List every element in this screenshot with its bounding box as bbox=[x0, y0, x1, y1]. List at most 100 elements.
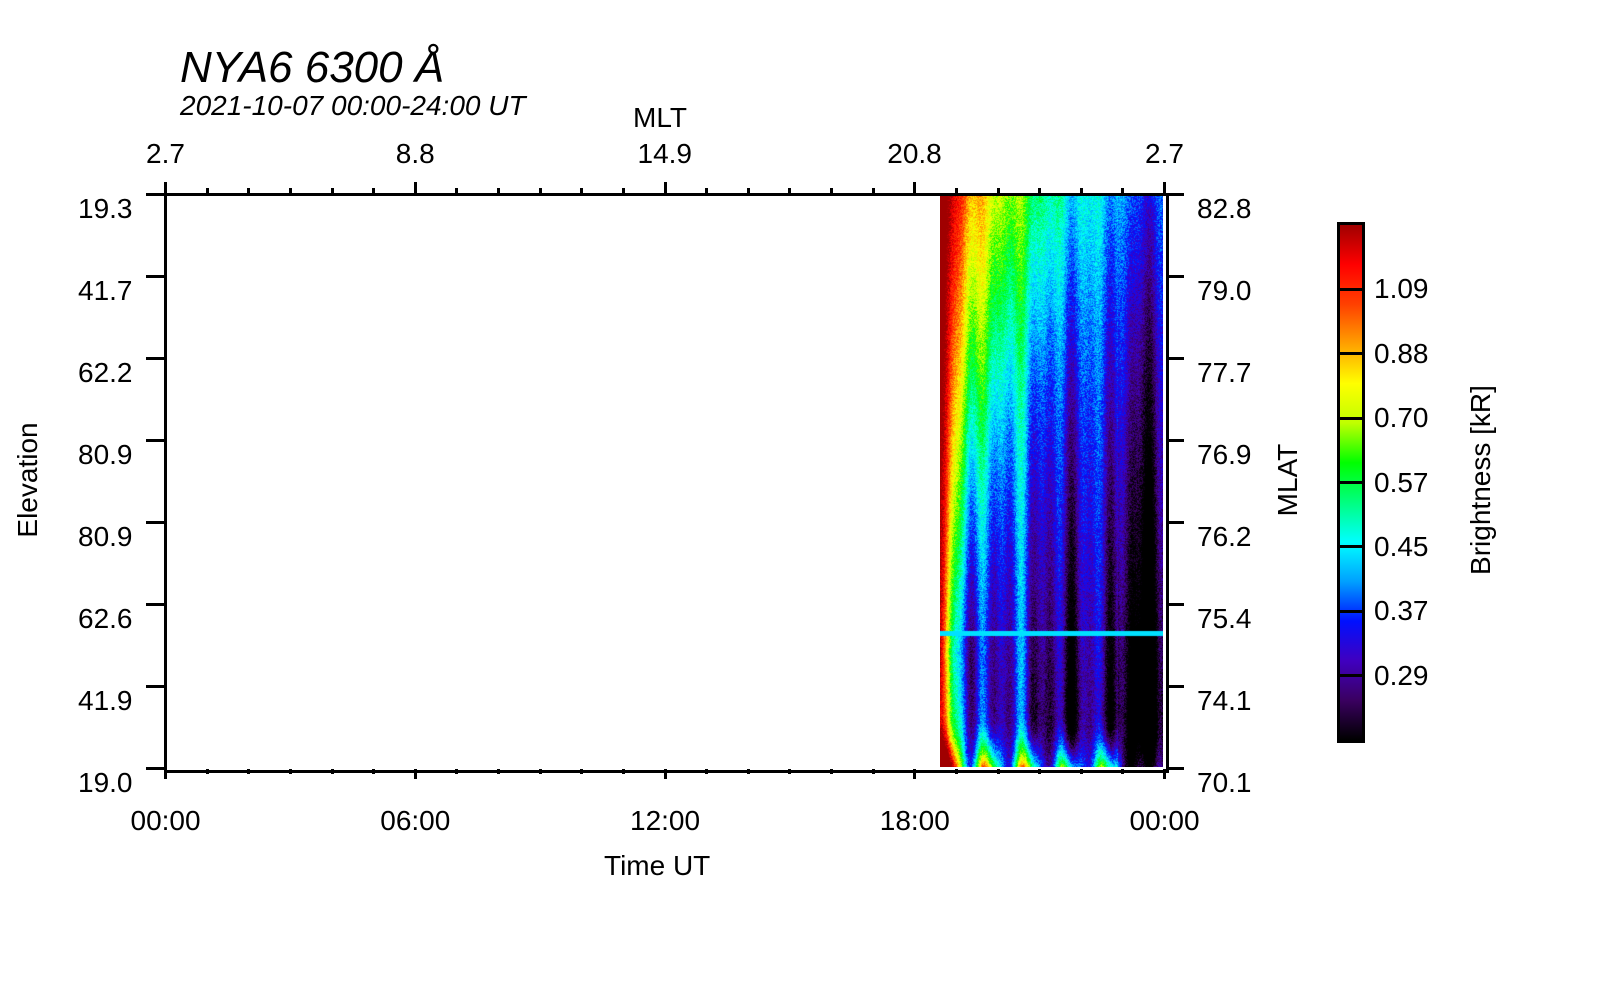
colorbar-tick bbox=[1340, 352, 1362, 356]
right-axis-tick bbox=[1166, 521, 1184, 524]
y-tick-label-left: 41.9 bbox=[78, 684, 133, 716]
colorbar-tick bbox=[1340, 416, 1362, 420]
y-tick-label-left: 80.9 bbox=[78, 438, 133, 470]
top-axis-tick bbox=[954, 188, 958, 194]
top-axis-tick bbox=[330, 188, 334, 194]
colorbar-tick-label: 0.29 bbox=[1374, 659, 1429, 691]
bottom-axis-tick bbox=[705, 769, 709, 774]
y-tick-label-right: 76.9 bbox=[1197, 438, 1252, 470]
bottom-axis-tick bbox=[538, 769, 542, 774]
right-axis-tick bbox=[1166, 603, 1184, 606]
top-tick-label: 20.8 bbox=[887, 138, 942, 169]
bottom-axis-tick bbox=[954, 769, 958, 774]
top-axis-tick bbox=[1163, 182, 1166, 194]
y-tick-label-left: 19.0 bbox=[78, 766, 133, 798]
bottom-axis-tick bbox=[413, 769, 417, 779]
colorbar-tick bbox=[1340, 287, 1362, 291]
bottom-axis-tick bbox=[913, 769, 917, 779]
top-axis-tick bbox=[788, 188, 792, 194]
bottom-axis-tick bbox=[996, 769, 1000, 774]
bottom-axis-tick bbox=[830, 769, 833, 774]
top-axis-tick bbox=[538, 188, 542, 194]
bottom-axis-tick bbox=[164, 769, 167, 779]
bottom-axis-tick bbox=[871, 769, 875, 774]
right-axis-tick bbox=[1166, 439, 1184, 442]
y-tick-label-left: 62.6 bbox=[78, 602, 133, 634]
top-axis-tick bbox=[164, 182, 167, 194]
top-tick-label: 2.7 bbox=[146, 138, 185, 169]
y-tick-label-right: 82.8 bbox=[1197, 192, 1252, 224]
bottom-axis-tick bbox=[330, 769, 334, 774]
y-tick-label-right: 76.2 bbox=[1197, 520, 1252, 552]
left-axis-tick bbox=[146, 193, 164, 196]
top-axis-tick bbox=[830, 188, 833, 194]
y-tick-label-left: 80.9 bbox=[78, 520, 133, 552]
top-axis-tick bbox=[455, 188, 459, 194]
left-axis-tick bbox=[146, 603, 164, 606]
x-tick-label: 00:00 bbox=[130, 805, 201, 836]
left-axis-tick bbox=[146, 521, 164, 524]
colorbar-tick-label: 0.37 bbox=[1374, 595, 1429, 627]
bottom-axis-tick bbox=[497, 769, 500, 774]
top-tick-label: 14.9 bbox=[637, 138, 693, 169]
x-tick-label: 18:00 bbox=[879, 805, 950, 836]
bottom-axis-tick bbox=[621, 769, 625, 774]
y-axis-label-left: Elevation bbox=[12, 422, 43, 538]
bottom-axis-tick bbox=[205, 769, 209, 774]
colorbar-tick bbox=[1340, 545, 1362, 549]
top-axis-label: MLT bbox=[633, 102, 687, 133]
right-axis-tick bbox=[1166, 767, 1184, 770]
colorbar bbox=[1337, 222, 1365, 743]
right-axis-tick bbox=[1166, 193, 1184, 196]
bottom-axis-tick bbox=[788, 769, 792, 774]
x-tick-label: 12:00 bbox=[630, 805, 701, 836]
chart-title: NYA6 6300 Å bbox=[180, 43, 445, 92]
bottom-axis-tick bbox=[247, 769, 251, 774]
bottom-axis-tick bbox=[1038, 769, 1042, 774]
y-tick-label-right: 79.0 bbox=[1197, 274, 1252, 306]
chart-subtitle: 2021-10-07 00:00-24:00 UT bbox=[180, 90, 526, 121]
top-axis-tick bbox=[247, 188, 251, 194]
top-axis-tick bbox=[871, 188, 875, 194]
bottom-axis-tick bbox=[455, 769, 459, 774]
bottom-axis-tick bbox=[663, 769, 667, 779]
colorbar-tick bbox=[1340, 674, 1362, 678]
left-axis-tick bbox=[146, 275, 164, 278]
x-tick-label: 00:00 bbox=[1129, 805, 1200, 836]
left-axis-tick bbox=[146, 685, 164, 688]
bottom-axis-tick bbox=[1121, 769, 1125, 774]
bottom-axis-tick bbox=[580, 769, 584, 774]
top-axis-tick bbox=[663, 182, 667, 194]
colorbar-tick-label: 0.70 bbox=[1374, 402, 1429, 434]
y-tick-label-right: 77.7 bbox=[1197, 356, 1252, 388]
top-axis-tick bbox=[205, 188, 209, 194]
right-axis-tick bbox=[1166, 275, 1184, 278]
bottom-axis-tick bbox=[1079, 769, 1083, 774]
y-tick-label-left: 41.7 bbox=[78, 274, 133, 306]
top-axis-tick bbox=[1079, 188, 1083, 194]
right-axis-tick bbox=[1166, 685, 1184, 688]
colorbar-tick bbox=[1340, 609, 1362, 613]
colorbar-tick-label: 0.45 bbox=[1374, 530, 1429, 562]
top-tick-label: 2.7 bbox=[1145, 138, 1184, 169]
colorbar-label: Brightness [kR] bbox=[1465, 385, 1496, 575]
top-axis-tick bbox=[1038, 188, 1042, 194]
top-axis-tick bbox=[1121, 188, 1125, 194]
top-tick-label: 8.8 bbox=[395, 138, 435, 169]
plot-frame bbox=[164, 193, 1169, 773]
left-axis-tick bbox=[146, 439, 164, 442]
top-axis-tick bbox=[913, 182, 917, 194]
top-axis-tick bbox=[372, 188, 376, 194]
top-axis-tick bbox=[580, 188, 584, 194]
y-tick-label-right: 75.4 bbox=[1197, 602, 1252, 634]
bottom-axis-tick bbox=[372, 769, 376, 774]
colorbar-tick-label: 0.88 bbox=[1374, 337, 1429, 369]
right-axis-tick bbox=[1166, 357, 1184, 360]
colorbar-tick-label: 1.09 bbox=[1374, 273, 1429, 305]
y-tick-label-right: 70.1 bbox=[1197, 766, 1252, 798]
x-tick-label: 06:00 bbox=[380, 805, 451, 836]
top-axis-tick bbox=[996, 188, 1000, 194]
bottom-axis-tick bbox=[746, 769, 750, 774]
y-tick-label-left: 19.3 bbox=[78, 192, 133, 224]
left-axis-tick bbox=[146, 357, 164, 360]
